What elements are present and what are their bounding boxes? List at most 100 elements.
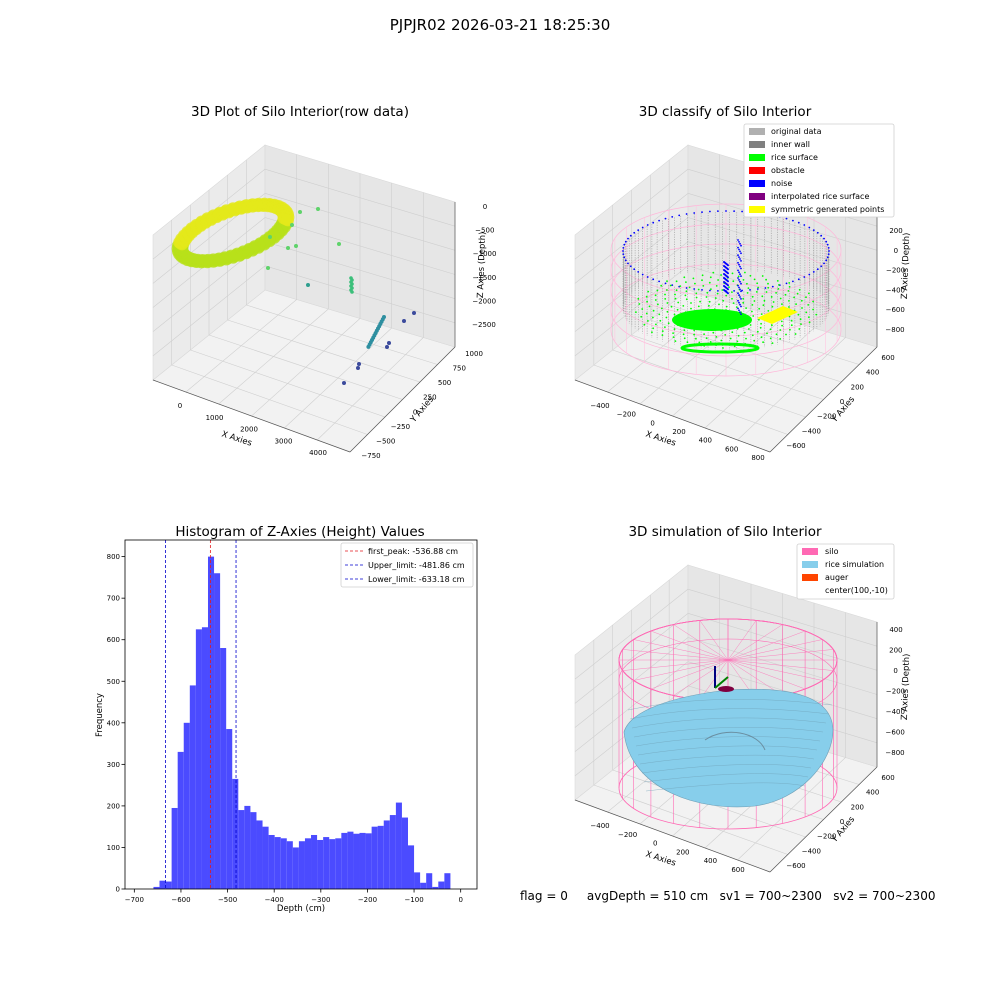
rice-surface-point (761, 295, 764, 298)
rice-surface-point (781, 303, 783, 305)
histogram-bar (420, 882, 427, 889)
noise-point (797, 278, 800, 281)
histogram-bar (353, 833, 360, 889)
rice-surface-point (721, 289, 724, 291)
noise-point (738, 309, 740, 312)
histogram-bar (329, 839, 336, 889)
rice-surface-point (654, 294, 657, 297)
rice-surface-point (724, 334, 727, 336)
histogram-bar (189, 685, 196, 889)
noise-point (739, 296, 741, 298)
histogram-bar (238, 810, 245, 889)
rice-surface-point (703, 333, 705, 335)
silo-spoke (633, 639, 729, 661)
noise-point (740, 290, 742, 293)
cls-x-tick-label: −400 (590, 402, 609, 410)
rice-surface-point (645, 312, 648, 315)
noise-point (803, 276, 806, 278)
x-tick-label: −100 (404, 896, 423, 904)
noise-point (812, 271, 815, 273)
rice-mesh-line (643, 773, 809, 783)
noise-point (727, 284, 729, 287)
rice-surface-point (769, 337, 772, 340)
histogram-bar (177, 751, 184, 889)
cls-y-tick-label: 0 (840, 398, 844, 406)
noise-point (637, 271, 640, 273)
noise-point (685, 287, 688, 289)
rice-surface-point (731, 272, 734, 275)
rice-surface-point (672, 336, 675, 338)
rice-surface-point (692, 277, 695, 280)
raw-y-tick-label: 1000 (465, 350, 483, 358)
rice-surface-point (765, 278, 767, 281)
noise-point (709, 210, 711, 213)
raw-point (337, 242, 341, 246)
classify-3d-plot: −400−2000200400600800−600−400−2000200400… (574, 123, 912, 462)
noise-point (816, 268, 819, 271)
sim-x-tick-label: 400 (704, 857, 717, 865)
noise-point (828, 250, 830, 252)
rice-surface-point (690, 307, 692, 310)
raw-point (366, 344, 371, 349)
cls-z-tick-label: 200 (889, 227, 902, 235)
raw-y-tick-label: 500 (438, 379, 451, 387)
rice-surface-point (647, 290, 650, 293)
raw-scatter-points (171, 197, 416, 385)
rice-surface-point (775, 333, 778, 336)
silo-spoke (650, 659, 729, 690)
noise-point (622, 247, 625, 249)
noise-point (826, 256, 829, 259)
noise-point (733, 210, 735, 213)
rice-surface-point (761, 275, 764, 277)
legend-label: Lower_limit: -633.18 cm (368, 575, 465, 584)
histogram-bar (311, 834, 318, 889)
rice-surface-point (683, 276, 686, 279)
noise-point (629, 234, 632, 237)
y-tick-label: 700 (107, 595, 120, 603)
classify-points (610, 203, 842, 377)
sim-y-tick-label: −200 (817, 833, 836, 841)
silo-spoke (727, 659, 834, 671)
rice-surface-point (781, 324, 783, 327)
rice-surface-point (729, 337, 732, 340)
rice-surface-point (745, 307, 747, 309)
axis-line (349, 346, 456, 453)
noise-point (820, 265, 823, 268)
rice-surface-point (762, 304, 765, 307)
noise-point (738, 271, 740, 274)
rice-surface-point (648, 305, 651, 308)
rice-surface-point (748, 328, 750, 330)
rice-surface-rim (680, 342, 760, 354)
rice-surface-point (771, 342, 774, 344)
rice-surface-point (788, 282, 791, 284)
y-tick-label: 100 (107, 844, 120, 852)
rice-surface-point (771, 305, 774, 308)
rice-surface-point (695, 296, 698, 299)
sim-z-tick-label: −200 (886, 688, 905, 696)
noise-point (825, 240, 828, 243)
noise-point (825, 259, 828, 262)
rice-surface-point (675, 280, 678, 283)
noise-point (739, 242, 741, 245)
rice-surface-point (805, 311, 808, 314)
y-tick-label: 0 (116, 886, 120, 894)
histogram-y-label: Frequency (95, 693, 105, 737)
rice-mesh-line (627, 699, 833, 711)
legend-label: first_peak: -536.88 cm (368, 547, 458, 556)
cls-z-tick-label: −400 (886, 286, 905, 294)
rice-surface-point (780, 320, 783, 323)
rice-surface-point (708, 281, 711, 284)
rice-surface-point (767, 282, 769, 285)
rice-mesh-line (645, 782, 806, 792)
noise-point (785, 217, 788, 220)
sim-z-axis-label: Z Axies (Depth) (900, 653, 912, 720)
rice-surface-point (789, 328, 791, 331)
histogram-bar (304, 838, 312, 889)
histogram-bar (383, 820, 390, 889)
noise-point (727, 280, 729, 283)
legend-label: silo (825, 547, 839, 556)
axis-line (152, 379, 351, 453)
noise-point (627, 262, 629, 265)
rice-surface-point (779, 338, 782, 340)
